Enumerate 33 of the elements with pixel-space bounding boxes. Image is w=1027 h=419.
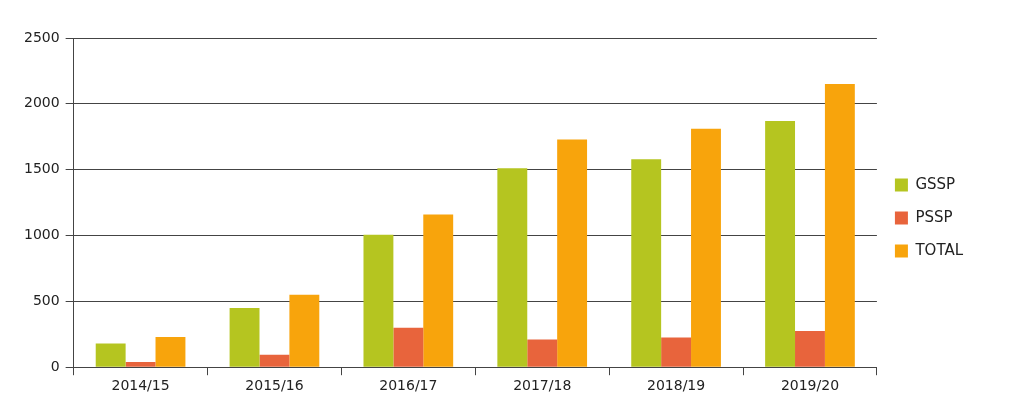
bar [289, 294, 320, 367]
bar [125, 361, 156, 367]
x-tick-label: 2017/18 [513, 377, 572, 394]
y-tick-label: 0 [50, 357, 60, 374]
x-tick-label: 2014/15 [111, 377, 170, 394]
bar [259, 354, 290, 367]
bar [155, 336, 186, 367]
bar [95, 343, 126, 367]
y-tick-label: 500 [32, 292, 60, 308]
y-tick-label: 1500 [23, 160, 60, 177]
x-tick-label: 2016/17 [379, 377, 438, 394]
bar [691, 128, 721, 367]
legend-label: TOTAL [914, 240, 964, 259]
y-tick-label: 2000 [23, 94, 60, 111]
bar [229, 307, 260, 367]
y-tick-label: 1000 [23, 226, 60, 243]
bar [497, 168, 528, 367]
bar [824, 84, 855, 367]
bar [423, 214, 454, 367]
bar [661, 337, 692, 367]
bar [527, 339, 558, 367]
legend-label: PSSP [915, 207, 953, 226]
bar [631, 159, 662, 367]
x-tick-label: 2015/16 [245, 377, 304, 394]
y-tick-label: 2500 [23, 28, 60, 45]
x-tick-label: 2018/19 [647, 377, 706, 394]
x-tick-label: 2019/20 [780, 377, 840, 394]
bar [363, 234, 394, 367]
bar [765, 120, 796, 367]
legend-label: GSSP [915, 174, 956, 193]
bar [557, 139, 588, 367]
bar [393, 327, 424, 367]
bar [795, 330, 825, 367]
